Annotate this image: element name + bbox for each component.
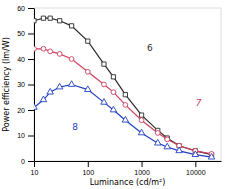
series-marker <box>41 46 46 51</box>
y-axis: 0 10 20 30 40 50 60 <box>17 5 34 165</box>
series-marker <box>165 137 170 142</box>
y-tick-mark <box>28 59 34 60</box>
y-tick: 0 <box>21 158 34 165</box>
y-tick-mark <box>28 110 34 111</box>
y-tick-mark <box>28 34 34 35</box>
series-marker <box>138 129 144 135</box>
series-marker <box>86 39 90 43</box>
series-label: 7 <box>196 98 202 108</box>
y-tick: 50 <box>17 30 34 37</box>
series-label: 6 <box>147 43 153 53</box>
y-tick-label: 50 <box>17 30 25 37</box>
y-tick-label: 40 <box>17 56 25 63</box>
series-line <box>34 18 212 154</box>
plot-area <box>34 16 215 159</box>
series-marker <box>34 46 36 51</box>
y-tick-mark <box>28 136 34 137</box>
series-line <box>34 85 212 158</box>
y-tick: 30 <box>17 81 34 88</box>
series-marker <box>48 49 53 54</box>
y-tick-label: 30 <box>17 81 25 88</box>
x-tick-label: 1000 <box>134 169 150 176</box>
x-axis-line <box>35 161 222 162</box>
x-axis: 10 100 1000 10000 <box>31 161 222 176</box>
series-marker <box>48 16 52 20</box>
series-marker <box>123 93 127 97</box>
x-tick-mark <box>142 161 143 167</box>
x-tick: 1000 <box>134 161 150 176</box>
x-tick-label: 100 <box>82 169 94 176</box>
series-marker <box>192 151 198 157</box>
x-tick-mark <box>88 161 89 167</box>
series-marker <box>139 113 143 117</box>
series-marker <box>69 24 73 28</box>
x-tick: 10 <box>31 161 39 176</box>
x-tick-mark <box>34 161 35 167</box>
y-tick: 10 <box>17 132 34 139</box>
x-tick-label: 10 <box>31 169 39 176</box>
series-marker <box>68 81 74 87</box>
series-marker <box>47 88 53 94</box>
x-tick-mark <box>195 161 196 167</box>
series-marker <box>41 16 45 20</box>
series-marker <box>102 82 107 87</box>
series-marker <box>58 19 62 23</box>
y-tick-mark <box>28 85 34 86</box>
series-marker <box>111 90 116 95</box>
series-marker <box>208 153 214 159</box>
series-marker <box>34 104 37 110</box>
series-marker <box>111 75 115 79</box>
y-axis-line <box>34 9 35 162</box>
series-marker <box>40 96 46 102</box>
chart: 10 100 1000 10000 0 10 20 30 40 50 60 Luminance (cd… <box>0 0 233 189</box>
series-marker <box>123 103 128 108</box>
series-label: 8 <box>72 122 78 132</box>
series-marker <box>155 139 161 145</box>
y-tick-mark <box>28 8 34 9</box>
x-tick: 10000 <box>186 161 206 176</box>
series-marker <box>56 83 62 89</box>
series-marker <box>176 147 182 153</box>
y-tick-label: 0 <box>21 158 25 165</box>
y-tick-label: 20 <box>17 107 25 114</box>
plot-frame <box>34 8 221 161</box>
series-marker <box>85 69 90 74</box>
series-marker <box>139 118 144 123</box>
series-marker <box>122 116 128 122</box>
series-marker <box>164 143 170 149</box>
series-marker <box>85 86 91 92</box>
y-tick-label: 10 <box>17 132 25 139</box>
series-marker <box>102 62 106 66</box>
series-marker <box>69 57 74 62</box>
x-tick: 100 <box>82 161 94 176</box>
series-marker <box>101 99 107 105</box>
y-axis-title: Power efficiency (lm/W) <box>2 37 11 132</box>
series-line <box>34 49 212 154</box>
x-tick-label: 10000 <box>186 169 206 176</box>
y-tick-mark <box>28 161 34 162</box>
series-marker <box>34 19 36 23</box>
y-tick: 20 <box>17 107 34 114</box>
series-marker <box>110 106 116 112</box>
series-marker <box>155 131 160 136</box>
y-tick: 40 <box>17 56 34 63</box>
y-tick-label: 60 <box>17 5 25 12</box>
y-tick: 60 <box>17 5 34 12</box>
x-axis-title: Luminance (cd/m²) <box>90 178 166 187</box>
series-marker <box>57 52 62 57</box>
